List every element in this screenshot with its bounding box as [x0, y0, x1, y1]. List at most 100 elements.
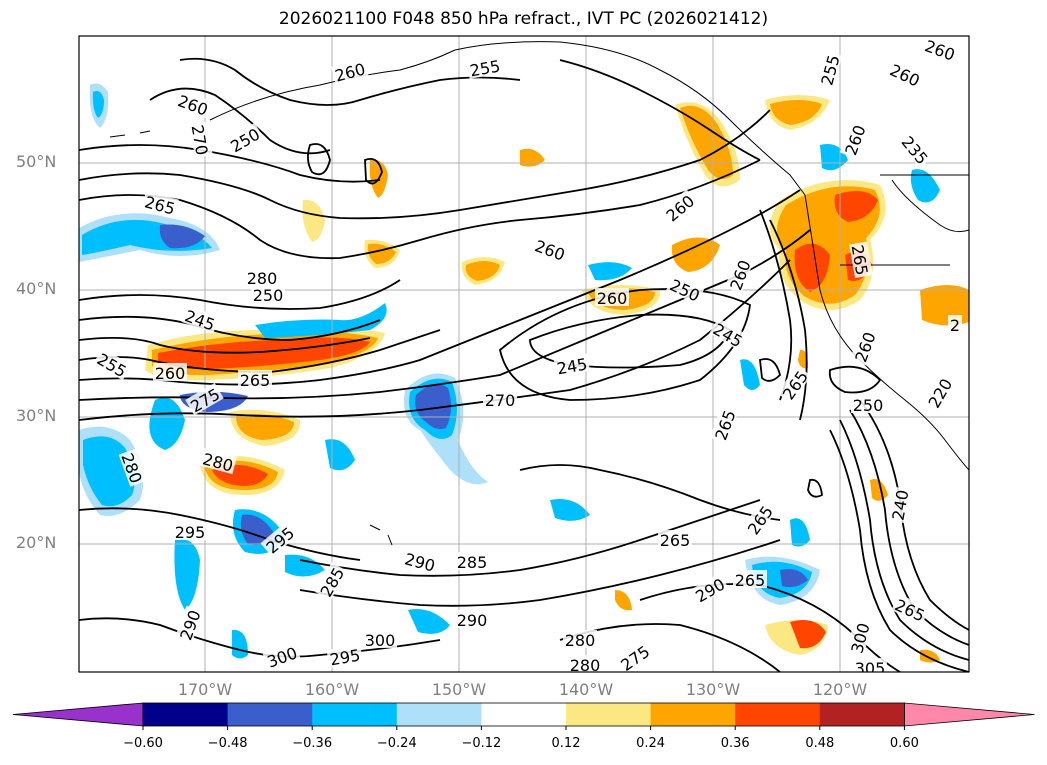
contour-label-bg [709, 317, 748, 351]
contour-label-bg [568, 655, 602, 672]
colorbar-segment [819, 703, 905, 726]
shade-region [302, 199, 325, 242]
contour-label: 280 [247, 269, 278, 288]
contour-label-bg [531, 234, 570, 264]
lat-label-40n: 40°N [16, 279, 57, 298]
colorbar-segment [566, 703, 652, 726]
shade-region [740, 359, 760, 390]
contour-label-bg [455, 552, 489, 570]
contour-label-bg [174, 605, 204, 644]
contour-label-bg [262, 641, 301, 671]
contour-label-bg [886, 58, 925, 90]
contour-label-bg [658, 530, 692, 548]
shade-region [790, 518, 810, 547]
contour-label-bg [897, 130, 934, 169]
contour-label-bg [851, 395, 885, 413]
shade-region [408, 609, 450, 634]
contour-label-bg [849, 327, 879, 366]
contour-label: 270 [485, 391, 516, 410]
shade-region [520, 148, 545, 167]
contour-label: 285 [457, 553, 488, 572]
contour-label: 265 [240, 371, 271, 390]
map-frame [78, 35, 970, 673]
colorbar-segment [650, 703, 736, 726]
contour-label-bg [153, 363, 187, 381]
contour-label-bg [199, 447, 238, 475]
contour-label-bg [815, 50, 843, 89]
contour-label-bg [238, 370, 272, 388]
colorbar-segment [143, 703, 229, 726]
contour-label-bg [189, 121, 213, 159]
lat-label-50n: 50°N [16, 152, 57, 171]
colorbar-tick-label: 0.12 [551, 736, 581, 751]
colorbar-segment [227, 703, 313, 726]
contour-label: 290 [457, 611, 488, 630]
contour-label-bg [922, 373, 956, 412]
contour-label-bg [724, 255, 754, 294]
refractivity-contours [79, 57, 969, 672]
shade-region [780, 569, 808, 588]
shade-region [92, 91, 104, 118]
shade-region [149, 397, 185, 450]
contour-label-bg [225, 122, 264, 156]
contour-label-bg [181, 304, 220, 334]
shade-region [615, 590, 632, 611]
contour-label-bg [330, 57, 369, 85]
contour-label: 2 [950, 316, 960, 335]
contour-label-bg [466, 55, 504, 79]
contour-label-bg [185, 382, 224, 416]
contour-label-bg [314, 562, 348, 601]
contour-label-bg [948, 315, 962, 333]
shade-region [550, 499, 590, 521]
contour-label-bg [401, 547, 440, 575]
contour-label: 265 [735, 571, 766, 590]
lon-label-120w: 120°W [812, 680, 868, 699]
contour-label: 265 [660, 531, 691, 550]
colorbar-segment [396, 703, 482, 726]
contour-label-bg [260, 521, 299, 558]
contour-label-bg [709, 405, 739, 444]
colorbar-tick-label: 0.36 [720, 736, 750, 751]
contour-label-bg [733, 570, 767, 588]
shade-region [174, 539, 200, 610]
colorbar-tick-label: 0.24 [636, 736, 666, 751]
colorbar-tick-label: −0.48 [207, 736, 248, 751]
contour-label: 260 [155, 364, 186, 383]
lon-label-160w: 160°W [304, 680, 360, 699]
contour-label: 280 [565, 631, 596, 650]
contour-label-bg [853, 658, 887, 672]
coastlines [109, 41, 969, 546]
colorbar-frame [142, 702, 905, 727]
shade-region [770, 100, 822, 125]
contour-label-bg [845, 618, 873, 657]
lat-label-30n: 30°N [16, 406, 57, 425]
contour-label: 280 [570, 656, 601, 675]
shade-region [236, 414, 294, 440]
contour-label-bg [595, 288, 629, 306]
colorbar-extend-high [904, 702, 1035, 727]
shade-region [240, 514, 275, 545]
contour-label-bg [553, 353, 591, 377]
contour-label-bg [849, 241, 873, 279]
shade-region [285, 554, 325, 577]
contour-label-bg [666, 273, 705, 305]
shade-region [790, 619, 826, 649]
contour-label-bg [839, 120, 869, 159]
page-title: 2026021100 F048 850 hPa refract., IVT PC… [278, 9, 769, 29]
contour-label-bg [118, 448, 148, 487]
contour-label-bg [742, 500, 777, 539]
colorbar-tick-label: 0.60 [889, 736, 919, 751]
colorbar-tick-label: −0.36 [292, 736, 333, 751]
lon-label-140w: 140°W [558, 680, 614, 699]
colorbar-tick-label: −0.12 [461, 736, 502, 751]
lon-label-170w: 170°W [177, 680, 233, 699]
shade-region [680, 105, 733, 179]
shade-region [671, 237, 720, 272]
shade-region [794, 243, 830, 292]
contour-label-bg [455, 610, 489, 628]
contour-label-bg [326, 644, 364, 668]
colorbar-extend-low [12, 702, 144, 727]
contour-label-bg [690, 572, 729, 606]
